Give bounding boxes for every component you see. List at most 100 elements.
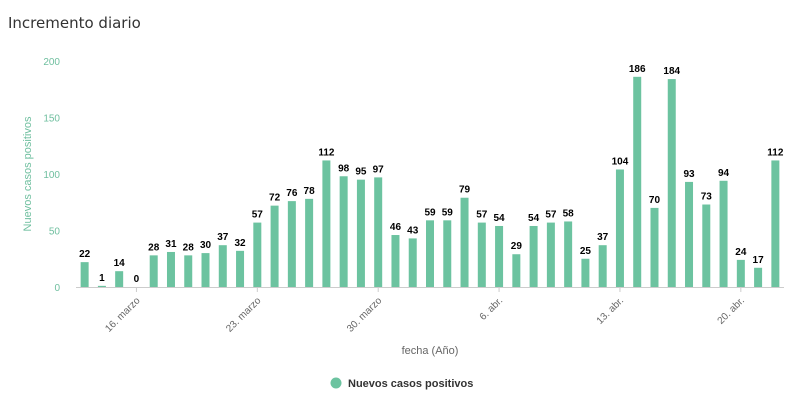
data-label: 95	[355, 167, 367, 178]
data-label: 24	[735, 247, 747, 258]
data-label: 112	[767, 147, 784, 158]
bar[interactable]	[322, 160, 331, 287]
y-tick-label: 0	[54, 283, 60, 294]
y-tick-label: 100	[43, 170, 60, 181]
data-label: 0	[134, 274, 140, 285]
data-label: 37	[217, 232, 229, 243]
data-label: 30	[200, 240, 212, 251]
data-label: 1	[99, 273, 105, 284]
data-label: 57	[476, 210, 488, 221]
bar[interactable]	[598, 245, 607, 287]
bar[interactable]	[374, 177, 383, 287]
data-label: 57	[252, 210, 264, 221]
bar[interactable]	[80, 262, 89, 287]
data-label: 76	[286, 188, 298, 199]
data-label: 14	[114, 258, 126, 269]
bar[interactable]	[702, 204, 711, 287]
bar[interactable]	[460, 197, 469, 287]
bar[interactable]	[443, 220, 452, 287]
y-axis: 0 50 100 150 200	[43, 57, 60, 294]
bar[interactable]	[512, 254, 521, 287]
legend-label: Nuevos casos positivos	[348, 378, 473, 390]
data-label: 25	[580, 246, 592, 257]
data-label: 59	[424, 207, 436, 218]
bar[interactable]	[650, 207, 659, 287]
data-label: 78	[304, 186, 316, 197]
x-tick-label: 16. marzo	[103, 295, 143, 335]
data-label: 54	[494, 213, 506, 224]
bar[interactable]	[546, 222, 555, 287]
bar[interactable]	[184, 255, 193, 287]
y-tick-label: 200	[43, 57, 60, 68]
bar[interactable]	[495, 225, 504, 287]
data-label: 97	[373, 164, 385, 175]
bar[interactable]	[236, 250, 245, 287]
bar[interactable]	[408, 238, 417, 287]
bar[interactable]	[736, 259, 745, 287]
x-axis-title: fecha (Año)	[402, 345, 459, 357]
bar[interactable]	[685, 181, 694, 287]
data-label: 186	[629, 64, 646, 75]
x-tick-label: 6. abr.	[478, 295, 505, 322]
data-label: 72	[269, 193, 281, 204]
bar[interactable]	[529, 225, 538, 287]
bar[interactable]	[477, 222, 486, 287]
bar[interactable]	[633, 76, 642, 287]
bar[interactable]	[201, 253, 210, 287]
bar[interactable]	[771, 160, 780, 287]
bar[interactable]	[115, 271, 124, 287]
legend-item[interactable]: Nuevos casos positivos	[330, 377, 474, 391]
data-label: 32	[234, 238, 246, 249]
data-label: 57	[545, 210, 557, 221]
bar[interactable]	[667, 79, 676, 287]
data-label: 93	[683, 169, 695, 180]
data-label: 28	[183, 242, 195, 253]
chart-title: Incremento diario	[8, 14, 141, 32]
bar[interactable]	[339, 176, 348, 287]
data-label: 29	[511, 241, 523, 252]
data-label: 54	[528, 213, 540, 224]
bar[interactable]	[270, 205, 279, 287]
data-label: 43	[407, 225, 419, 236]
data-label: 79	[459, 185, 471, 196]
data-label: 70	[649, 195, 661, 206]
x-tick-label: 30. marzo	[345, 295, 385, 335]
bar[interactable]	[218, 245, 227, 287]
data-label: 98	[338, 163, 350, 174]
data-label: 58	[563, 208, 575, 219]
data-label: 22	[79, 249, 91, 260]
bar[interactable]	[391, 235, 400, 287]
data-label: 94	[718, 168, 730, 179]
y-axis-title: Nuevos casos positivos	[22, 116, 34, 231]
bar[interactable]	[615, 169, 624, 287]
y-tick-label: 50	[49, 227, 61, 238]
bar[interactable]	[287, 201, 296, 287]
bar[interactable]	[581, 258, 590, 287]
data-label: 46	[390, 222, 402, 233]
data-label: 73	[701, 192, 713, 203]
bar[interactable]	[426, 220, 434, 287]
x-tick-label: 13. abr.	[595, 295, 626, 326]
bar[interactable]	[305, 198, 314, 287]
x-tick-label: 23. marzo	[224, 295, 264, 335]
bar[interactable]	[253, 222, 262, 287]
bar[interactable]	[719, 180, 728, 287]
data-label: 104	[612, 156, 629, 167]
bar[interactable]	[149, 255, 158, 287]
data-label: 184	[663, 66, 680, 77]
bar[interactable]	[754, 267, 763, 287]
legend-marker	[330, 377, 342, 389]
bar[interactable]	[564, 221, 573, 287]
x-tick-label: 20. abr.	[716, 295, 747, 326]
bar[interactable]	[356, 179, 365, 287]
data-label: 112	[318, 147, 335, 158]
bar[interactable]	[97, 285, 106, 287]
data-label: 37	[597, 232, 609, 243]
bars-group	[80, 76, 780, 287]
data-label: 31	[165, 239, 177, 250]
y-tick-label: 150	[43, 114, 60, 125]
bar[interactable]	[166, 251, 175, 287]
data-label: 17	[753, 255, 765, 266]
